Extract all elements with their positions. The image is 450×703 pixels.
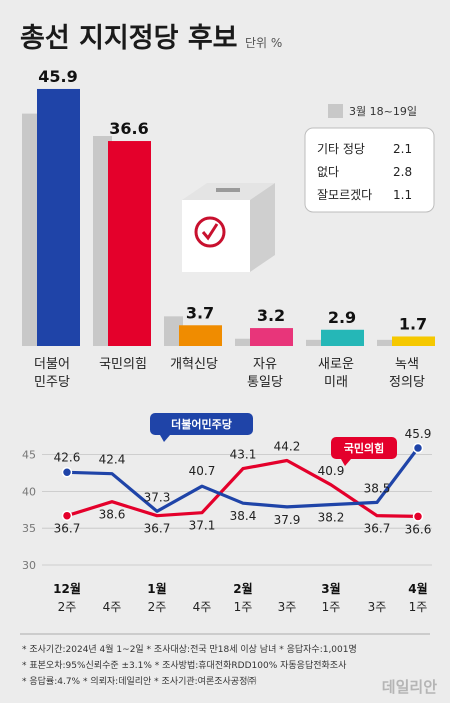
others-box — [304, 127, 435, 213]
y-tick-label-45: 45 — [22, 449, 36, 462]
x-tick-week-1: 2주 — [58, 600, 77, 614]
x-tick-week-2: 4주 — [103, 600, 122, 614]
bar-current-ppp — [108, 141, 151, 346]
x-tick-week-8: 3주 — [368, 600, 387, 614]
line-democratic — [65, 446, 420, 513]
others-value-etc: 2.1 — [393, 142, 412, 156]
x-tick-month-9: 4월 — [408, 581, 427, 596]
bar-category-label-green-justice-1: 녹색 — [395, 357, 419, 372]
x-tick-week-7: 1주 — [322, 600, 341, 614]
bar-category-label-liberal-1: 자유 — [253, 357, 277, 372]
x-tick-month-1: 12월 — [53, 581, 81, 596]
value-label-democratic-7: 38.2 — [318, 511, 345, 525]
brand-logo: 데일리안 — [382, 678, 437, 696]
bar-previous-reform — [164, 316, 183, 346]
bar-value-label-democratic: 45.9 — [38, 67, 77, 86]
series-tag-pointer-ppp — [341, 459, 351, 466]
bar-previous-green-justice — [377, 339, 396, 346]
value-label-democratic-9: 45.9 — [405, 427, 432, 441]
bar-current-future — [321, 329, 364, 346]
footer-line-3: * 응답률:4.7% * 의뢰자:데일리안 * 조사기관:여론조사공정㈜ — [22, 675, 256, 687]
bar-value-label-reform: 3.7 — [186, 303, 214, 322]
value-label-democratic-1: 42.6 — [54, 450, 81, 464]
bar-value-label-ppp: 36.6 — [109, 119, 148, 138]
others-label-none: 없다 — [317, 165, 339, 179]
bar-category-label-future-2: 미래 — [324, 375, 348, 390]
legend-swatch-previous — [328, 104, 343, 118]
value-label-democratic-6: 37.9 — [274, 513, 301, 527]
point-democratic-9 — [412, 442, 424, 454]
x-tick-week-5: 1주 — [234, 600, 253, 614]
value-label-ppp-2: 38.6 — [99, 508, 126, 522]
ballot-box-icon — [182, 183, 275, 272]
page-title: 총선 지지정당 후보 — [20, 23, 238, 54]
others-label-dontknow: 잘모르겠다 — [317, 188, 372, 202]
value-label-ppp-7: 40.9 — [318, 464, 345, 478]
bar-current-liberal — [250, 328, 293, 346]
value-label-ppp-6: 44.2 — [274, 439, 301, 453]
bar-category-label-future-1: 새로운 — [318, 357, 354, 372]
bar-category-label-green-justice-2: 정의당 — [389, 375, 425, 390]
y-tick-label-30: 30 — [22, 559, 36, 572]
bar-previous-liberal — [235, 338, 254, 346]
bar-category-label-liberal-2: 통일당 — [247, 375, 283, 390]
value-label-ppp-4: 37.1 — [189, 519, 216, 533]
bar-category-label-ppp: 국민의힘 — [99, 357, 147, 372]
bar-value-label-future: 2.9 — [328, 308, 356, 327]
point-democratic-1 — [61, 467, 73, 478]
bar-current-democratic — [37, 88, 80, 347]
value-label-ppp-5: 43.1 — [230, 448, 257, 462]
others-value-none: 2.8 — [393, 165, 412, 179]
footer-line-2: * 표본오차:95%신뢰수준 ±3.1% * 조사방법:휴대전화RDD100% … — [22, 659, 347, 671]
bar-current-reform — [179, 325, 222, 346]
point-ppp-1 — [61, 510, 73, 521]
others-label-etc: 기타 정당 — [317, 142, 365, 156]
footer-line-1: * 조사기간:2024년 4월 1~2일 * 조사대상:전국 만18세 이상 남… — [22, 643, 357, 655]
bar-previous-democratic — [22, 113, 41, 346]
value-label-democratic-4: 40.7 — [189, 464, 216, 478]
x-tick-week-6: 3주 — [278, 600, 297, 614]
line-ppp — [65, 458, 420, 518]
series-tag-democratic — [150, 413, 253, 435]
legend-label-previous: 3월 18~19일 — [349, 104, 417, 118]
bar-current-green-justice — [392, 336, 435, 346]
value-label-democratic-3: 37.3 — [144, 490, 171, 504]
line-chart: 45 40 35 30 36.7 38.6 36.7 37.1 43.1 44.2 40.9 36.7… — [22, 413, 432, 614]
series-tag-label-ppp: 국민의힘 — [344, 441, 384, 455]
value-label-ppp-8: 36.7 — [364, 522, 391, 536]
value-label-democratic-8: 38.5 — [364, 481, 391, 495]
x-tick-month-3: 1월 — [147, 581, 166, 596]
unit-label: 단위 % — [245, 36, 282, 50]
value-label-ppp-1: 36.7 — [54, 522, 81, 536]
bar-value-label-liberal: 3.2 — [257, 306, 285, 325]
x-tick-week-4: 4주 — [193, 600, 212, 614]
series-tag-ppp — [331, 437, 397, 459]
value-label-democratic-5: 38.4 — [230, 509, 257, 523]
x-tick-week-3: 2주 — [148, 600, 167, 614]
bar-previous-ppp — [93, 136, 112, 346]
x-tick-month-5: 2월 — [233, 581, 252, 596]
value-label-ppp-9: 36.6 — [405, 522, 432, 536]
series-tag-pointer-democratic — [160, 435, 170, 442]
bar-previous-future — [306, 339, 325, 346]
point-ppp-9 — [412, 511, 424, 522]
y-tick-label-35: 35 — [22, 522, 36, 535]
x-tick-month-7: 3월 — [321, 581, 340, 596]
bar-category-label-democratic-2: 민주당 — [34, 375, 70, 390]
bar-category-label-democratic-1: 더불어 — [34, 357, 70, 372]
x-tick-week-9: 1주 — [409, 600, 428, 614]
bar-category-label-reform: 개혁신당 — [170, 357, 218, 372]
bar-value-label-green-justice: 1.7 — [399, 314, 427, 333]
others-value-dontknow: 1.1 — [393, 188, 412, 202]
value-label-ppp-3: 36.7 — [144, 522, 171, 536]
y-tick-label-40: 40 — [22, 485, 36, 498]
series-tag-label-democratic: 더불어민주당 — [171, 417, 232, 431]
value-label-democratic-2: 42.4 — [99, 453, 126, 467]
